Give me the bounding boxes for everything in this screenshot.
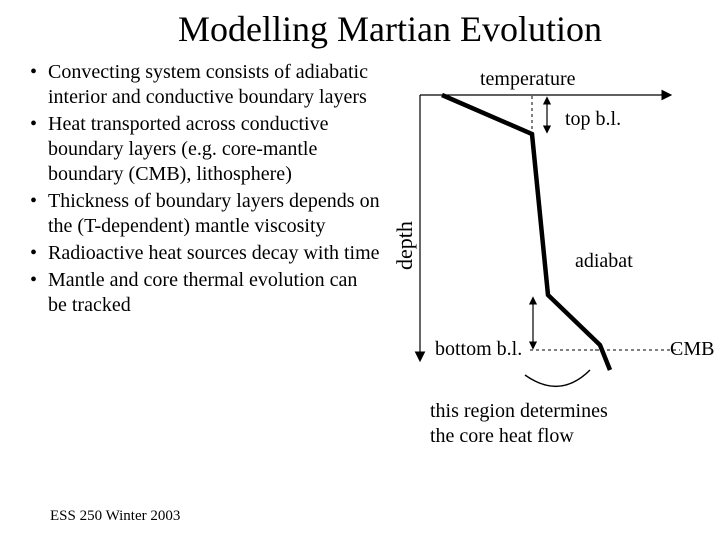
bullet-item: Thickness of boundary layers depends on … [30, 189, 380, 239]
top-bl-label: top b.l. [565, 108, 621, 131]
footer-text: ESS 250 Winter 2003 [50, 508, 180, 525]
cmb-label: CMB [670, 338, 714, 361]
bullet-item: Heat transported across conductive bound… [30, 112, 380, 187]
y-axis-label: depth [392, 221, 418, 270]
caption-line-2: the core heat flow [430, 425, 574, 448]
geotherm-diagram: temperature depth top b.l. adiabat botto… [380, 60, 710, 480]
bullet-list: Convecting system consists of adiabatic … [30, 60, 380, 320]
x-axis-label: temperature [480, 68, 576, 91]
bullet-item: Convecting system consists of adiabatic … [30, 60, 380, 110]
bottom-bl-label: bottom b.l. [435, 338, 522, 361]
bullet-item: Mantle and core thermal evolution can be… [30, 268, 380, 318]
adiabat-label: adiabat [575, 250, 633, 273]
bullet-item: Radioactive heat sources decay with time [30, 241, 380, 266]
page-title: Modelling Martian Evolution [0, 8, 720, 50]
caption-line-1: this region determines [430, 400, 608, 423]
